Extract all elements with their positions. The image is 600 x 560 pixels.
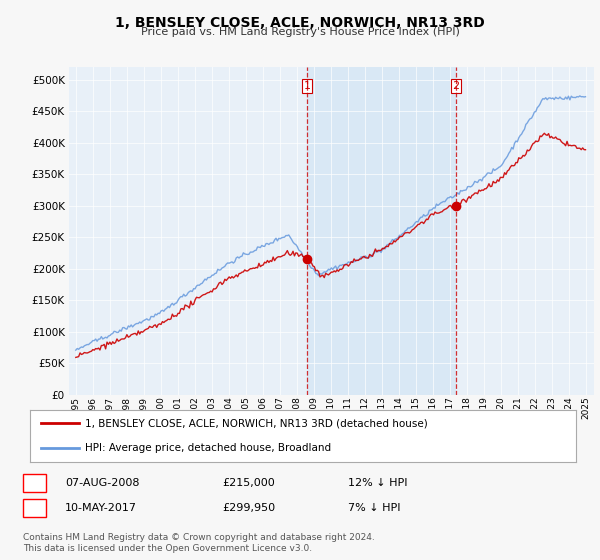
Text: 2: 2: [452, 81, 460, 91]
Text: Contains HM Land Registry data © Crown copyright and database right 2024.
This d: Contains HM Land Registry data © Crown c…: [23, 533, 374, 553]
Text: £299,950: £299,950: [222, 503, 275, 513]
Text: 10-MAY-2017: 10-MAY-2017: [65, 503, 137, 513]
Text: 1, BENSLEY CLOSE, ACLE, NORWICH, NR13 3RD (detached house): 1, BENSLEY CLOSE, ACLE, NORWICH, NR13 3R…: [85, 418, 427, 428]
Bar: [307, 67, 456, 395]
Text: 12% ↓ HPI: 12% ↓ HPI: [348, 478, 407, 488]
Text: 7% ↓ HPI: 7% ↓ HPI: [348, 503, 401, 513]
Text: Price paid vs. HM Land Registry's House Price Index (HPI): Price paid vs. HM Land Registry's House …: [140, 27, 460, 37]
Text: 1: 1: [304, 81, 310, 91]
Text: 07-AUG-2008: 07-AUG-2008: [65, 478, 139, 488]
Text: 2: 2: [31, 503, 38, 513]
Text: £215,000: £215,000: [222, 478, 275, 488]
Text: HPI: Average price, detached house, Broadland: HPI: Average price, detached house, Broa…: [85, 442, 331, 452]
Text: 1, BENSLEY CLOSE, ACLE, NORWICH, NR13 3RD: 1, BENSLEY CLOSE, ACLE, NORWICH, NR13 3R…: [115, 16, 485, 30]
Text: 1: 1: [31, 478, 38, 488]
